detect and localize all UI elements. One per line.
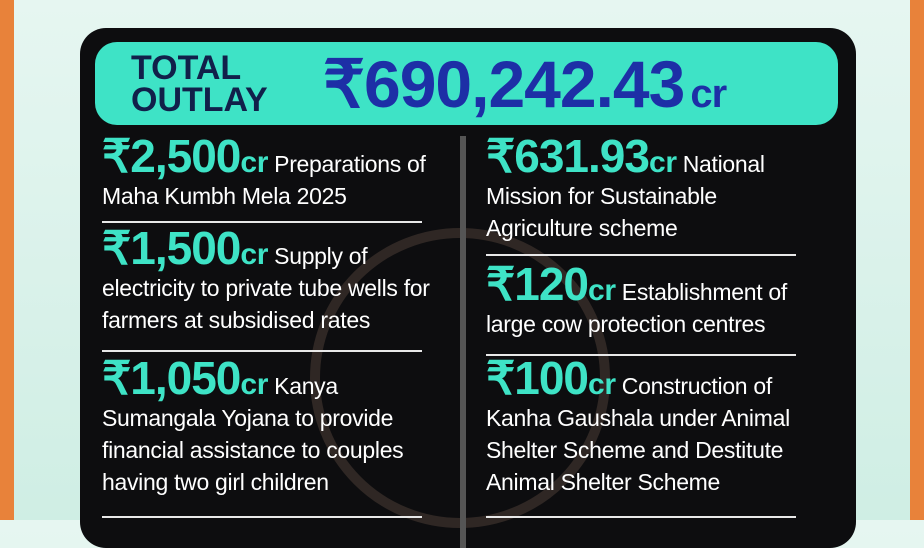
item-amount: ₹120 bbox=[486, 258, 589, 310]
item-text: Construction of Kanha Gaushala under Ani… bbox=[486, 373, 790, 495]
item: ₹631.93cr National Mission for Sustainabl… bbox=[486, 133, 826, 244]
item-unit: cr bbox=[240, 238, 269, 271]
item-amount: ₹1,050 bbox=[102, 352, 241, 404]
item-text: National Mission for Sustainable Agricul… bbox=[486, 151, 765, 241]
separator bbox=[486, 354, 796, 356]
divider bbox=[460, 136, 466, 548]
amount: ₹690,242.43 bbox=[323, 47, 685, 121]
item: ₹2,500cr Preparations of Maha Kumbh Mela … bbox=[102, 133, 452, 212]
item: ₹100cr Construction of Kanha Gaushala und… bbox=[486, 355, 826, 498]
item-unit: cr bbox=[588, 368, 616, 401]
panel: TOTAL OUTLAY ₹690,242.43 cr ₹2,500cr Prepa… bbox=[80, 28, 856, 548]
item-amount: ₹100 bbox=[486, 352, 589, 404]
item: ₹1,500cr Supply of electricity to private… bbox=[102, 225, 452, 336]
item-amount: ₹2,500 bbox=[102, 130, 241, 182]
item-amount: ₹631.93 bbox=[486, 130, 650, 182]
separator bbox=[486, 254, 796, 256]
item-text: Establishment of large cow protection ce… bbox=[486, 279, 788, 337]
separator bbox=[102, 221, 422, 223]
unit: cr bbox=[690, 72, 727, 116]
item-unit: cr bbox=[240, 146, 269, 179]
separator bbox=[102, 516, 422, 518]
item-text: Kanya Sumangala Yojana to provide financ… bbox=[102, 373, 404, 495]
item-unit: cr bbox=[588, 274, 616, 307]
item-text: Preparations of Maha Kumbh Mela 2025 bbox=[102, 151, 426, 209]
total-label: TOTAL OUTLAY bbox=[131, 49, 268, 119]
total-box: TOTAL OUTLAY ₹690,242.43 cr bbox=[95, 42, 838, 125]
separator bbox=[102, 350, 422, 352]
edge-right bbox=[910, 0, 924, 520]
item-unit: cr bbox=[240, 368, 269, 401]
item: ₹1,050cr Kanya Sumangala Yojana to provid… bbox=[102, 355, 452, 498]
item: ₹120cr Establishment of large cow protect… bbox=[486, 261, 826, 340]
edge-left bbox=[0, 0, 14, 520]
item-unit: cr bbox=[648, 146, 677, 179]
total-amount: ₹690,242.43 cr bbox=[323, 46, 727, 123]
separator bbox=[486, 516, 796, 518]
item-amount: ₹1,500 bbox=[102, 222, 241, 274]
item-text: Supply of electricity to private tube we… bbox=[102, 243, 430, 333]
